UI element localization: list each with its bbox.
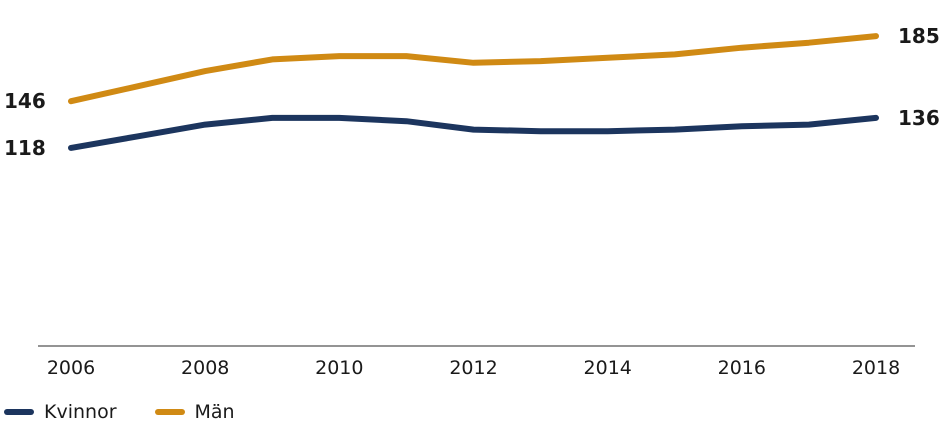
legend-label-kvinnor: Kvinnor xyxy=(44,401,117,423)
legend-item-man: Män xyxy=(154,401,235,423)
x-tick-label-2008: 2008 xyxy=(181,357,229,379)
start-value-label-man: 146 xyxy=(4,89,46,113)
end-value-labels: 118 136 146 185 xyxy=(4,24,940,160)
x-tick-label-2006: 2006 xyxy=(47,357,95,379)
start-value-label-kvinnor: 118 xyxy=(4,136,46,160)
legend-swatch-man xyxy=(154,409,185,415)
x-tick-labels: 2006 2008 2010 2012 2014 2016 2018 xyxy=(47,357,900,379)
series-line-man xyxy=(68,33,879,105)
series-layer xyxy=(68,33,879,151)
end-value-label-man: 185 xyxy=(898,24,940,48)
end-value-label-kvinnor: 136 xyxy=(898,106,940,130)
x-tick-label-2010: 2010 xyxy=(315,357,363,379)
legend-label-man: Män xyxy=(194,401,235,423)
legend-swatch-kvinnor xyxy=(4,409,34,415)
legend-item-kvinnor: Kvinnor xyxy=(4,401,117,423)
x-tick-label-2012: 2012 xyxy=(449,357,497,379)
x-tick-label-2014: 2014 xyxy=(584,357,632,379)
series-line-kvinnor xyxy=(68,114,879,151)
x-tick-label-2018: 2018 xyxy=(852,357,900,379)
legend: Kvinnor Män xyxy=(4,401,235,423)
x-tick-label-2016: 2016 xyxy=(718,357,766,379)
